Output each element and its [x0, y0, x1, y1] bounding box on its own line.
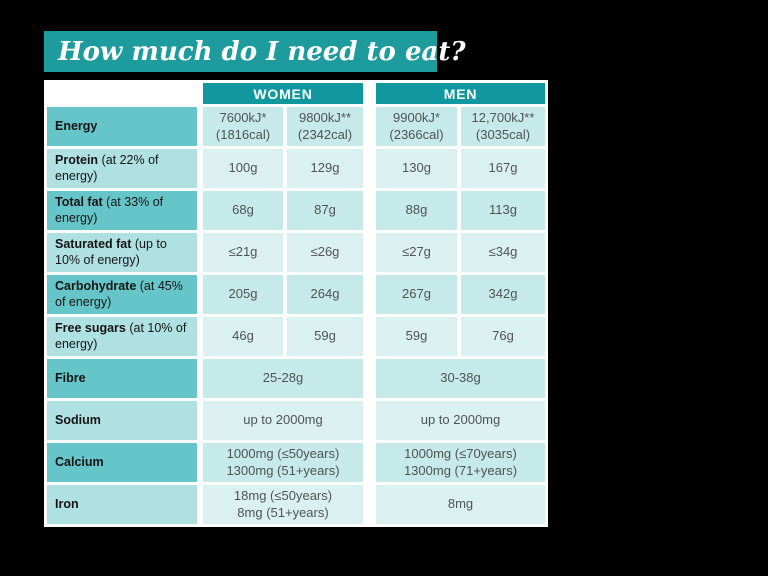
cell-saturated-fat-men-1: ≤27g — [376, 233, 457, 272]
column-header-men: MEN — [376, 83, 545, 104]
cell-energy-women-1: 7600kJ* (1816cal) — [203, 107, 283, 146]
row-label-saturated-fat-detail: (up to 10% of energy) — [55, 236, 167, 267]
column-header-women: WOMEN — [203, 83, 363, 104]
cell-sodium-men: up to 2000mg — [376, 401, 545, 440]
row-label-carbohydrate: Carbohydrate (at 45% of energy) — [47, 275, 197, 314]
cell-carbohydrate-women-2: 264g — [287, 275, 363, 314]
row-label-saturated-fat: Saturated fat (up to 10% of energy) — [47, 233, 197, 272]
cell-protein-men-1: 130g — [376, 149, 457, 188]
row-label-sodium: Sodium — [47, 401, 197, 440]
cell-protein-women-1: 100g — [203, 149, 283, 188]
row-label-iron-name: Iron — [55, 496, 79, 511]
row-label-free-sugars-detail: (at 10% of energy) — [55, 320, 187, 351]
row-label-fibre-name: Fibre — [55, 370, 86, 385]
cell-fibre-men: 30-38g — [376, 359, 545, 398]
title-banner: How much do I need to eat? — [44, 31, 466, 72]
row-label-calcium: Calcium — [47, 443, 197, 482]
cell-total-fat-women-2: 87g — [287, 191, 363, 230]
row-label-total-fat-detail: (at 33% of energy) — [55, 194, 164, 225]
cell-sodium-women: up to 2000mg — [203, 401, 363, 440]
row-label-energy: Energy — [47, 107, 197, 146]
row-label-protein-detail: (at 22% of energy) — [55, 152, 159, 183]
cell-free-sugars-women-2: 59g — [287, 317, 363, 356]
cell-saturated-fat-women-1: ≤21g — [203, 233, 283, 272]
cell-free-sugars-men-2: 76g — [461, 317, 545, 356]
cell-total-fat-men-1: 88g — [376, 191, 457, 230]
row-label-carbohydrate-detail: (at 45% of energy) — [55, 278, 183, 309]
cell-total-fat-women-1: 68g — [203, 191, 283, 230]
nutrition-table: WOMEN MEN Energy 7600kJ* (1816cal) 9800k… — [47, 83, 545, 524]
cell-protein-women-2: 129g — [287, 149, 363, 188]
row-label-free-sugars-name: Free sugars — [55, 320, 126, 335]
row-label-total-fat-name: Total fat — [55, 194, 103, 209]
cell-carbohydrate-men-1: 267g — [376, 275, 457, 314]
cell-carbohydrate-men-2: 342g — [461, 275, 545, 314]
row-label-saturated-fat-name: Saturated fat — [55, 236, 132, 251]
cell-saturated-fat-men-2: ≤34g — [461, 233, 545, 272]
cell-free-sugars-men-1: 59g — [376, 317, 457, 356]
cell-total-fat-men-2: 113g — [461, 191, 545, 230]
row-label-carbohydrate-name: Carbohydrate — [55, 278, 137, 293]
cell-fibre-women: 25-28g — [203, 359, 363, 398]
cell-energy-women-2: 9800kJ** (2342cal) — [287, 107, 363, 146]
cell-carbohydrate-women-1: 205g — [203, 275, 283, 314]
cell-energy-men-1: 9900kJ* (2366cal) — [376, 107, 457, 146]
row-label-fibre: Fibre — [47, 359, 197, 398]
cell-iron-women: 18mg (≤50years) 8mg (51+years) — [203, 485, 363, 524]
cell-energy-men-2: 12,700kJ** (3035cal) — [461, 107, 545, 146]
row-label-energy-name: Energy — [55, 118, 98, 133]
row-label-free-sugars: Free sugars (at 10% of energy) — [47, 317, 197, 356]
row-label-sodium-name: Sodium — [55, 412, 101, 427]
cell-protein-men-2: 167g — [461, 149, 545, 188]
page-title: How much do I need to eat? — [58, 36, 466, 67]
nutrition-table-sheet: WOMEN MEN Energy 7600kJ* (1816cal) 9800k… — [44, 80, 548, 527]
cell-free-sugars-women-1: 46g — [203, 317, 283, 356]
cell-saturated-fat-women-2: ≤26g — [287, 233, 363, 272]
cell-calcium-men: 1000mg (≤70years) 1300mg (71+years) — [376, 443, 545, 482]
row-label-protein: Protein (at 22% of energy) — [47, 149, 197, 188]
cell-calcium-women: 1000mg (≤50years) 1300mg (51+years) — [203, 443, 363, 482]
row-label-protein-name: Protein — [55, 152, 99, 167]
cell-iron-men: 8mg — [376, 485, 545, 524]
row-label-iron: Iron — [47, 485, 197, 524]
row-label-total-fat: Total fat (at 33% of energy) — [47, 191, 197, 230]
row-label-calcium-name: Calcium — [55, 454, 104, 469]
